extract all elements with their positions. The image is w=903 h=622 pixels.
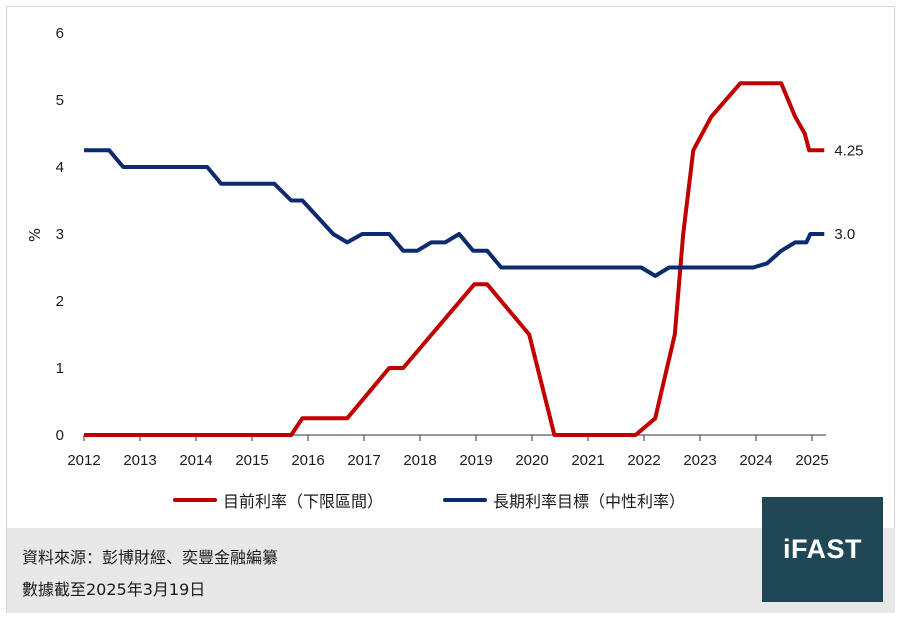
series-lines <box>84 81 825 437</box>
series-line-long-run-rate <box>84 148 825 278</box>
x-tick-label: 2015 <box>235 452 268 469</box>
data-date-text: 數據截至2025年3月19日 <box>22 580 206 599</box>
y-tick-label: 3 <box>56 226 64 243</box>
legend-swatch-red <box>173 498 217 502</box>
x-tick-label: 2022 <box>627 452 660 469</box>
y-tick-label: 1 <box>56 360 64 377</box>
legend-label: 長期利率目標（中性利率） <box>493 492 686 511</box>
x-tick-label: 2019 <box>459 452 492 469</box>
x-tick-label: 2018 <box>403 452 436 469</box>
x-tick-label: 2017 <box>347 452 380 469</box>
y-tick-label: 0 <box>56 427 64 444</box>
x-tick-label: 2024 <box>739 452 772 469</box>
x-tick-label: 2012 <box>67 452 100 469</box>
source-text: 資料來源：彭博財經、奕豐金融編纂 <box>22 548 279 567</box>
x-tick-label: 2014 <box>179 452 212 469</box>
x-tick-label: 2023 <box>683 452 716 469</box>
y-tick-label: 2 <box>56 293 64 310</box>
end-label-current-rate: 4.25 <box>834 142 863 159</box>
source-panel: 資料來源：彭博財經、奕豐金融編纂 數據截至2025年3月19日 <box>7 528 895 613</box>
legend-item-long-run-rate: 長期利率目標（中性利率） <box>443 488 685 512</box>
legend-label: 目前利率（下限區間） <box>223 492 384 511</box>
legend: 目前利率（下限區間） 長期利率目標（中性利率） <box>0 488 903 516</box>
x-tick-label: 2021 <box>571 452 604 469</box>
y-tick-label: 5 <box>56 92 64 109</box>
end-label-long-run-rate: 3.0 <box>834 226 855 243</box>
legend-item-current-rate: 目前利率（下限區間） <box>173 488 383 512</box>
x-tick-label: 2025 <box>795 452 828 469</box>
series-line-current-rate <box>84 81 825 437</box>
line-chart: 0 1 2 3 4 5 6 2012 2013 2014 2015 2016 2017 2018 2019… <box>26 25 864 469</box>
ifast-logo: iFAST <box>762 497 883 602</box>
x-tick-label: 2020 <box>515 452 548 469</box>
x-axis: 2012 2013 2014 2015 2016 2017 2018 2019 2020 2021… <box>67 434 829 469</box>
y-tick-label: 4 <box>56 159 64 176</box>
legend-swatch-navy <box>443 498 487 502</box>
x-tick-label: 2013 <box>123 452 156 469</box>
y-axis-ticks: 0 1 2 3 4 5 6 <box>56 25 64 444</box>
series-end-labels: 4.25 3.0 <box>834 142 863 243</box>
y-axis-label: % <box>26 228 44 242</box>
logo-text: iFAST <box>782 534 862 564</box>
x-tick-label: 2016 <box>291 452 324 469</box>
y-tick-label: 6 <box>56 25 64 42</box>
